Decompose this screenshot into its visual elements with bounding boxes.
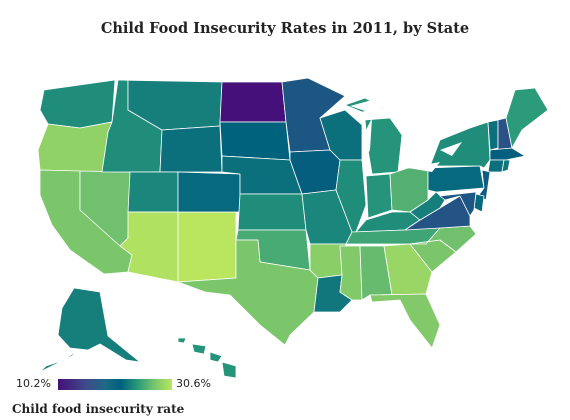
state-MD[interactable] [439,191,477,217]
state-WA[interactable] [39,79,116,129]
state-RI[interactable] [501,159,511,173]
map-title: Child Food Insecurity Rates in 2011, by … [100,20,470,37]
state-CT[interactable] [487,159,505,173]
state-VT[interactable] [487,119,499,151]
state-OR[interactable] [37,121,113,173]
state-UT[interactable] [127,171,179,213]
state-ND[interactable] [219,81,287,123]
state-ME[interactable] [505,87,549,149]
state-MA[interactable] [489,147,526,161]
state-SD[interactable] [219,121,291,161]
legend-max-label: 30.6% [176,377,211,390]
state-AZ[interactable] [119,211,179,283]
state-AK[interactable] [39,287,141,373]
state-PA[interactable] [427,165,485,193]
state-MS[interactable] [339,245,363,301]
state-FL[interactable] [369,293,441,349]
state-KS[interactable] [237,193,307,231]
state-NM[interactable] [177,211,237,283]
state-WY[interactable] [159,125,223,173]
state-NY[interactable] [429,121,491,169]
state-HI[interactable] [177,337,237,379]
state-TX[interactable] [177,239,319,346]
legend-title: Child food insecurity rate [12,402,185,416]
legend-color-bar [58,379,172,390]
great-lakes [350,100,462,172]
state-IN[interactable] [365,173,393,219]
legend-min-label: 10.2% [16,377,51,390]
state-CO[interactable] [177,171,241,213]
